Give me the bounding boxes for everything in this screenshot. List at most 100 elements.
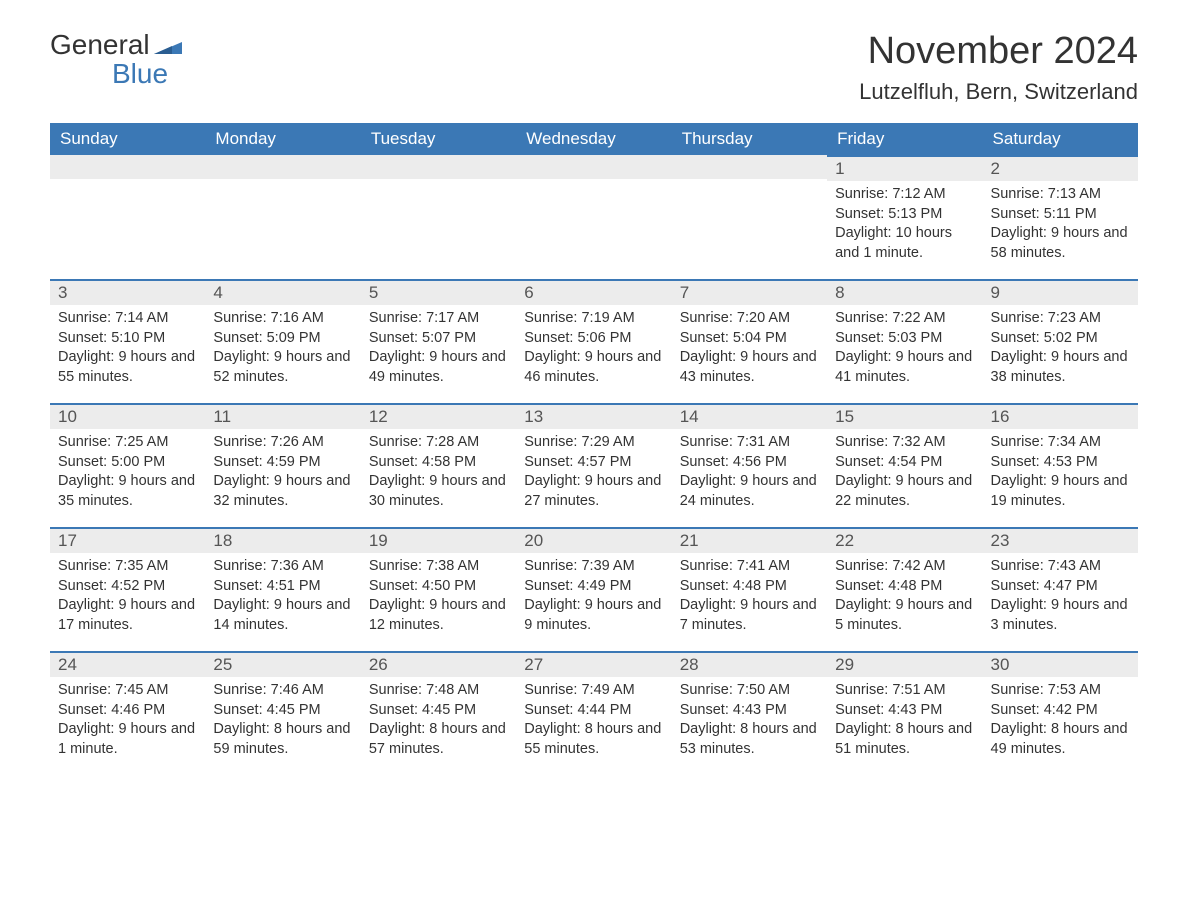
day-wrap: 30Sunrise: 7:53 AMSunset: 4:42 PMDayligh… — [983, 651, 1138, 767]
day-number: 29 — [827, 653, 982, 677]
sunrise-line: Sunrise: 7:48 AM — [369, 681, 508, 701]
daylight-line: Daylight: 9 hours and 19 minutes. — [991, 472, 1130, 511]
day-body: Sunrise: 7:45 AMSunset: 4:46 PMDaylight:… — [50, 677, 205, 767]
calendar-cell: 1Sunrise: 7:12 AMSunset: 5:13 PMDaylight… — [827, 155, 982, 279]
calendar-cell: 23Sunrise: 7:43 AMSunset: 4:47 PMDayligh… — [983, 527, 1138, 651]
sunrise-line: Sunrise: 7:19 AM — [524, 309, 663, 329]
sunrise-line: Sunrise: 7:42 AM — [835, 557, 974, 577]
day-body: Sunrise: 7:36 AMSunset: 4:51 PMDaylight:… — [205, 553, 360, 643]
day-body: Sunrise: 7:38 AMSunset: 4:50 PMDaylight:… — [361, 553, 516, 643]
day-number: 15 — [827, 405, 982, 429]
day-number: 20 — [516, 529, 671, 553]
calendar-cell: 18Sunrise: 7:36 AMSunset: 4:51 PMDayligh… — [205, 527, 360, 651]
sunset-line: Sunset: 4:48 PM — [835, 577, 974, 597]
calendar-cell: 7Sunrise: 7:20 AMSunset: 5:04 PMDaylight… — [672, 279, 827, 403]
calendar-body: 1Sunrise: 7:12 AMSunset: 5:13 PMDaylight… — [50, 155, 1138, 775]
calendar-table: SundayMondayTuesdayWednesdayThursdayFrid… — [50, 123, 1138, 775]
daylight-line: Daylight: 9 hours and 43 minutes. — [680, 348, 819, 387]
day-body: Sunrise: 7:20 AMSunset: 5:04 PMDaylight:… — [672, 305, 827, 395]
daylight-line: Daylight: 9 hours and 46 minutes. — [524, 348, 663, 387]
day-number: 5 — [361, 281, 516, 305]
daylight-line: Daylight: 9 hours and 9 minutes. — [524, 596, 663, 635]
empty-day — [205, 155, 360, 179]
day-wrap: 21Sunrise: 7:41 AMSunset: 4:48 PMDayligh… — [672, 527, 827, 643]
calendar-cell: 17Sunrise: 7:35 AMSunset: 4:52 PMDayligh… — [50, 527, 205, 651]
calendar-cell — [205, 155, 360, 279]
day-number: 2 — [983, 157, 1138, 181]
weekday-header: Saturday — [983, 123, 1138, 155]
sunset-line: Sunset: 4:47 PM — [991, 577, 1130, 597]
day-body: Sunrise: 7:28 AMSunset: 4:58 PMDaylight:… — [361, 429, 516, 519]
day-wrap: 26Sunrise: 7:48 AMSunset: 4:45 PMDayligh… — [361, 651, 516, 767]
day-wrap: 28Sunrise: 7:50 AMSunset: 4:43 PMDayligh… — [672, 651, 827, 767]
sunset-line: Sunset: 4:51 PM — [213, 577, 352, 597]
sunset-line: Sunset: 4:50 PM — [369, 577, 508, 597]
day-body: Sunrise: 7:34 AMSunset: 4:53 PMDaylight:… — [983, 429, 1138, 519]
day-wrap: 16Sunrise: 7:34 AMSunset: 4:53 PMDayligh… — [983, 403, 1138, 519]
day-number: 14 — [672, 405, 827, 429]
sunrise-line: Sunrise: 7:35 AM — [58, 557, 197, 577]
day-number: 27 — [516, 653, 671, 677]
daylight-line: Daylight: 9 hours and 30 minutes. — [369, 472, 508, 511]
sunrise-line: Sunrise: 7:38 AM — [369, 557, 508, 577]
day-number: 22 — [827, 529, 982, 553]
calendar-cell: 30Sunrise: 7:53 AMSunset: 4:42 PMDayligh… — [983, 651, 1138, 775]
day-body: Sunrise: 7:43 AMSunset: 4:47 PMDaylight:… — [983, 553, 1138, 643]
calendar-row: 24Sunrise: 7:45 AMSunset: 4:46 PMDayligh… — [50, 651, 1138, 775]
sunrise-line: Sunrise: 7:45 AM — [58, 681, 197, 701]
daylight-line: Daylight: 9 hours and 58 minutes. — [991, 224, 1130, 263]
day-wrap: 9Sunrise: 7:23 AMSunset: 5:02 PMDaylight… — [983, 279, 1138, 395]
calendar-row: 17Sunrise: 7:35 AMSunset: 4:52 PMDayligh… — [50, 527, 1138, 651]
day-body: Sunrise: 7:19 AMSunset: 5:06 PMDaylight:… — [516, 305, 671, 395]
sunrise-line: Sunrise: 7:17 AM — [369, 309, 508, 329]
day-wrap: 12Sunrise: 7:28 AMSunset: 4:58 PMDayligh… — [361, 403, 516, 519]
sunrise-line: Sunrise: 7:26 AM — [213, 433, 352, 453]
day-wrap: 23Sunrise: 7:43 AMSunset: 4:47 PMDayligh… — [983, 527, 1138, 643]
sunset-line: Sunset: 4:44 PM — [524, 701, 663, 721]
calendar-cell — [672, 155, 827, 279]
sunrise-line: Sunrise: 7:49 AM — [524, 681, 663, 701]
logo-top-row: General — [50, 30, 182, 59]
daylight-line: Daylight: 8 hours and 51 minutes. — [835, 720, 974, 759]
day-body: Sunrise: 7:29 AMSunset: 4:57 PMDaylight:… — [516, 429, 671, 519]
calendar-cell: 27 Sunrise: 7:49 AMSunset: 4:44 PMDayligh… — [516, 651, 671, 775]
day-wrap: 29Sunrise: 7:51 AMSunset: 4:43 PMDayligh… — [827, 651, 982, 767]
sunrise-line: Sunrise: 7:16 AM — [213, 309, 352, 329]
day-number: 19 — [361, 529, 516, 553]
day-number: 4 — [205, 281, 360, 305]
sunset-line: Sunset: 4:59 PM — [213, 453, 352, 473]
day-number: 16 — [983, 405, 1138, 429]
calendar-row: 10Sunrise: 7:25 AMSunset: 5:00 PMDayligh… — [50, 403, 1138, 527]
day-body: Sunrise: 7:22 AMSunset: 5:03 PMDaylight:… — [827, 305, 982, 395]
calendar-cell: 11Sunrise: 7:26 AMSunset: 4:59 PMDayligh… — [205, 403, 360, 527]
day-body: Sunrise: 7:26 AMSunset: 4:59 PMDaylight:… — [205, 429, 360, 519]
day-body: Sunrise: 7:42 AMSunset: 4:48 PMDaylight:… — [827, 553, 982, 643]
sunset-line: Sunset: 4:54 PM — [835, 453, 974, 473]
daylight-line: Daylight: 8 hours and 59 minutes. — [213, 720, 352, 759]
sunset-line: Sunset: 4:46 PM — [58, 701, 197, 721]
daylight-line: Daylight: 9 hours and 17 minutes. — [58, 596, 197, 635]
calendar-cell: 15Sunrise: 7:32 AMSunset: 4:54 PMDayligh… — [827, 403, 982, 527]
day-number: 25 — [205, 653, 360, 677]
day-body: Sunrise: 7:53 AMSunset: 4:42 PMDaylight:… — [983, 677, 1138, 767]
sunset-line: Sunset: 4:42 PM — [991, 701, 1130, 721]
daylight-line: Daylight: 8 hours and 55 minutes. — [524, 720, 663, 759]
sunset-line: Sunset: 4:45 PM — [213, 701, 352, 721]
weekday-header: Sunday — [50, 123, 205, 155]
day-number: 9 — [983, 281, 1138, 305]
empty-day — [361, 155, 516, 179]
sunset-line: Sunset: 5:02 PM — [991, 329, 1130, 349]
calendar-cell: 24Sunrise: 7:45 AMSunset: 4:46 PMDayligh… — [50, 651, 205, 775]
daylight-line: Daylight: 9 hours and 38 minutes. — [991, 348, 1130, 387]
day-number: 6 — [516, 281, 671, 305]
daylight-line: Daylight: 9 hours and 52 minutes. — [213, 348, 352, 387]
day-number: 7 — [672, 281, 827, 305]
sunset-line: Sunset: 4:58 PM — [369, 453, 508, 473]
day-number: 12 — [361, 405, 516, 429]
day-body: Sunrise: 7:25 AMSunset: 5:00 PMDaylight:… — [50, 429, 205, 519]
sunset-line: Sunset: 5:06 PM — [524, 329, 663, 349]
flag-icon — [154, 30, 182, 59]
logo-text-bottom: Blue — [112, 59, 168, 88]
day-wrap: 13Sunrise: 7:29 AMSunset: 4:57 PMDayligh… — [516, 403, 671, 519]
calendar-cell: 6Sunrise: 7:19 AMSunset: 5:06 PMDaylight… — [516, 279, 671, 403]
